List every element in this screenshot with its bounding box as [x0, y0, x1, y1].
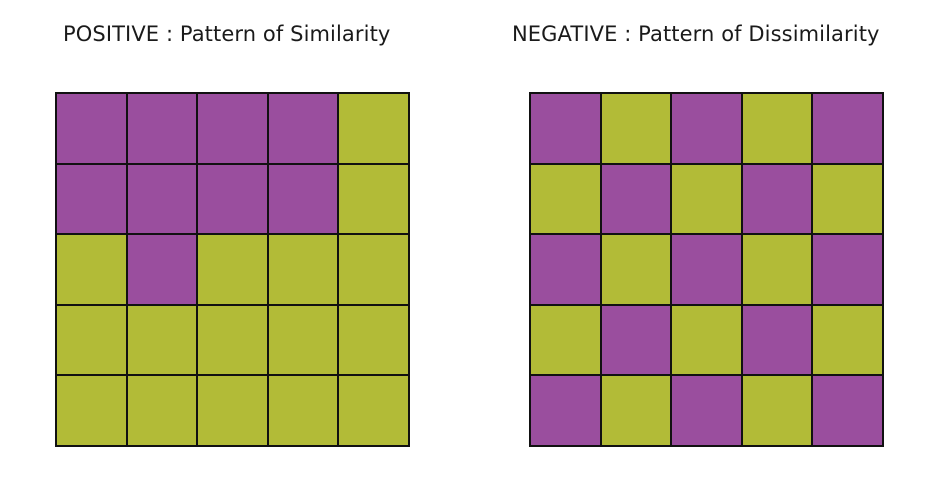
grid-cell-green: [813, 164, 882, 234]
grid-cell-green: [742, 94, 812, 163]
negative-panel: NEGATIVE : Pattern of Dissimilarity: [467, 0, 934, 502]
grid-cell-green: [268, 235, 338, 304]
grid-cell-green: [198, 305, 267, 375]
grid-cell-green: [339, 305, 408, 375]
grid-cell-green: [339, 376, 408, 445]
grid-cell-green: [601, 94, 671, 163]
grid-cell-purple: [672, 235, 741, 304]
grid-cell-green: [57, 376, 126, 445]
grid-cell-green: [601, 376, 671, 445]
grid-cell-purple: [198, 164, 267, 234]
grid-cell-purple: [57, 164, 126, 234]
grid-cell-purple: [127, 235, 197, 304]
grid-cell-green: [339, 94, 408, 163]
grid-cell-green: [198, 235, 267, 304]
grid-cell-purple: [531, 94, 600, 163]
grid-cell-purple: [531, 376, 600, 445]
grid-cell-green: [672, 305, 741, 375]
grid-cell-green: [127, 376, 197, 445]
grid-cell-green: [268, 376, 338, 445]
grid-cell-green: [531, 164, 600, 234]
negative-title: NEGATIVE : Pattern of Dissimilarity: [512, 22, 880, 46]
grid-cell-purple: [672, 94, 741, 163]
grid-cell-green: [339, 164, 408, 234]
grid-cell-purple: [742, 305, 812, 375]
grid-cell-purple: [813, 376, 882, 445]
grid-cell-green: [813, 305, 882, 375]
grid-cell-purple: [127, 164, 197, 234]
grid-cell-green: [198, 376, 267, 445]
grid-cell-purple: [127, 94, 197, 163]
grid-cell-green: [268, 305, 338, 375]
grid-cell-purple: [531, 235, 600, 304]
grid-cell-green: [531, 305, 600, 375]
grid-cell-green: [742, 376, 812, 445]
grid-cell-green: [127, 305, 197, 375]
grid-cell-purple: [601, 305, 671, 375]
grid-cell-purple: [672, 376, 741, 445]
positive-title: POSITIVE : Pattern of Similarity: [63, 22, 391, 46]
grid-cell-purple: [601, 164, 671, 234]
similarity-grid: [55, 92, 410, 447]
grid-cell-purple: [198, 94, 267, 163]
grid-cell-purple: [57, 94, 126, 163]
grid-cell-purple: [268, 94, 338, 163]
grid-cell-green: [339, 235, 408, 304]
grid-cell-purple: [268, 164, 338, 234]
grid-cell-green: [672, 164, 741, 234]
grid-cell-green: [57, 305, 126, 375]
grid-cell-green: [601, 235, 671, 304]
grid-cell-purple: [813, 235, 882, 304]
grid-cell-green: [742, 235, 812, 304]
grid-cell-green: [57, 235, 126, 304]
grid-cell-purple: [813, 94, 882, 163]
dissimilarity-grid: [529, 92, 884, 447]
positive-panel: POSITIVE : Pattern of Similarity: [55, 22, 410, 447]
grid-cell-purple: [742, 164, 812, 234]
